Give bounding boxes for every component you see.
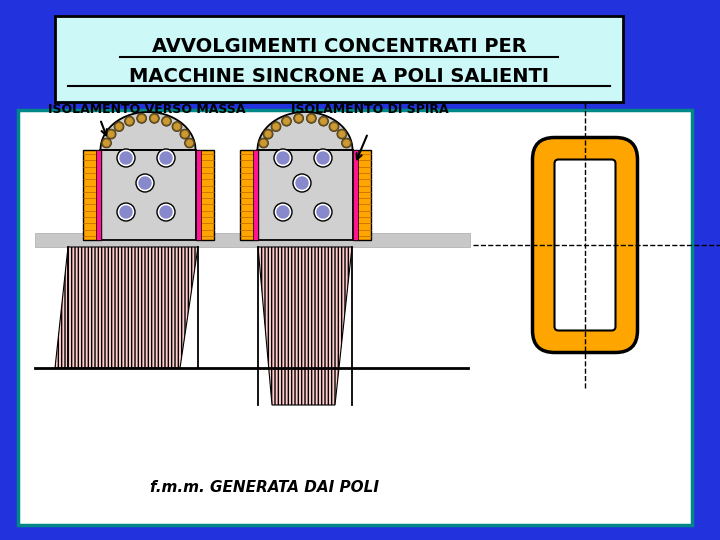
Circle shape — [261, 140, 266, 146]
Circle shape — [172, 122, 182, 132]
Circle shape — [104, 140, 109, 146]
Polygon shape — [101, 112, 196, 150]
Circle shape — [160, 152, 172, 164]
Circle shape — [106, 129, 116, 139]
Circle shape — [314, 203, 332, 221]
FancyBboxPatch shape — [196, 150, 200, 240]
FancyBboxPatch shape — [35, 233, 470, 247]
FancyBboxPatch shape — [554, 159, 616, 330]
Circle shape — [127, 118, 132, 124]
Circle shape — [117, 149, 135, 167]
Text: AVVOLGIMENTI CONCENTRATI PER: AVVOLGIMENTI CONCENTRATI PER — [152, 37, 526, 57]
Circle shape — [282, 116, 292, 126]
FancyBboxPatch shape — [253, 150, 258, 240]
Polygon shape — [55, 247, 198, 368]
Circle shape — [294, 113, 304, 123]
Circle shape — [157, 203, 175, 221]
Polygon shape — [258, 247, 352, 405]
Circle shape — [186, 140, 192, 146]
Circle shape — [317, 152, 329, 164]
Circle shape — [137, 113, 147, 123]
Circle shape — [108, 131, 114, 137]
Circle shape — [160, 206, 172, 218]
FancyBboxPatch shape — [353, 150, 371, 240]
FancyBboxPatch shape — [18, 110, 692, 525]
Circle shape — [139, 116, 145, 121]
Circle shape — [117, 203, 135, 221]
Polygon shape — [258, 112, 353, 150]
FancyBboxPatch shape — [196, 150, 214, 240]
Circle shape — [120, 206, 132, 218]
Circle shape — [182, 131, 188, 137]
Circle shape — [114, 122, 124, 132]
Text: f.m.m. GENERATA DAI POLI: f.m.m. GENERATA DAI POLI — [150, 481, 379, 496]
Circle shape — [120, 152, 132, 164]
FancyBboxPatch shape — [96, 150, 101, 240]
Circle shape — [274, 203, 292, 221]
FancyBboxPatch shape — [101, 150, 196, 240]
FancyBboxPatch shape — [55, 16, 623, 102]
Circle shape — [157, 149, 175, 167]
Circle shape — [314, 149, 332, 167]
Circle shape — [318, 116, 328, 126]
FancyBboxPatch shape — [83, 150, 101, 240]
Circle shape — [271, 122, 281, 132]
Circle shape — [102, 138, 112, 148]
Circle shape — [277, 152, 289, 164]
Circle shape — [139, 177, 151, 189]
Circle shape — [309, 116, 314, 121]
Circle shape — [317, 206, 329, 218]
Circle shape — [341, 138, 351, 148]
Circle shape — [151, 116, 157, 121]
FancyBboxPatch shape — [240, 150, 258, 240]
Circle shape — [180, 129, 190, 139]
Circle shape — [163, 118, 169, 124]
Circle shape — [273, 124, 279, 130]
Circle shape — [274, 149, 292, 167]
Circle shape — [136, 174, 154, 192]
Circle shape — [125, 116, 135, 126]
Circle shape — [174, 124, 180, 130]
FancyBboxPatch shape — [258, 150, 353, 240]
Circle shape — [149, 113, 159, 123]
Circle shape — [293, 174, 311, 192]
Circle shape — [184, 138, 194, 148]
Circle shape — [116, 124, 122, 130]
Circle shape — [320, 118, 326, 124]
Circle shape — [258, 138, 269, 148]
Text: MACCHINE SINCRONE A POLI SALIENTI: MACCHINE SINCRONE A POLI SALIENTI — [129, 66, 549, 85]
Circle shape — [265, 131, 271, 137]
FancyBboxPatch shape — [533, 138, 637, 353]
Circle shape — [296, 177, 308, 189]
Circle shape — [284, 118, 289, 124]
Text: ISOLAMENTO VERSO MASSA: ISOLAMENTO VERSO MASSA — [48, 103, 246, 116]
Text: ISOLAMENTO DI SPIRA: ISOLAMENTO DI SPIRA — [291, 103, 449, 116]
Circle shape — [343, 140, 349, 146]
Circle shape — [161, 116, 171, 126]
Circle shape — [337, 129, 347, 139]
Circle shape — [331, 124, 337, 130]
Circle shape — [263, 129, 273, 139]
Circle shape — [277, 206, 289, 218]
Circle shape — [306, 113, 316, 123]
Circle shape — [329, 122, 339, 132]
Circle shape — [339, 131, 345, 137]
FancyBboxPatch shape — [353, 150, 358, 240]
Circle shape — [296, 116, 302, 121]
